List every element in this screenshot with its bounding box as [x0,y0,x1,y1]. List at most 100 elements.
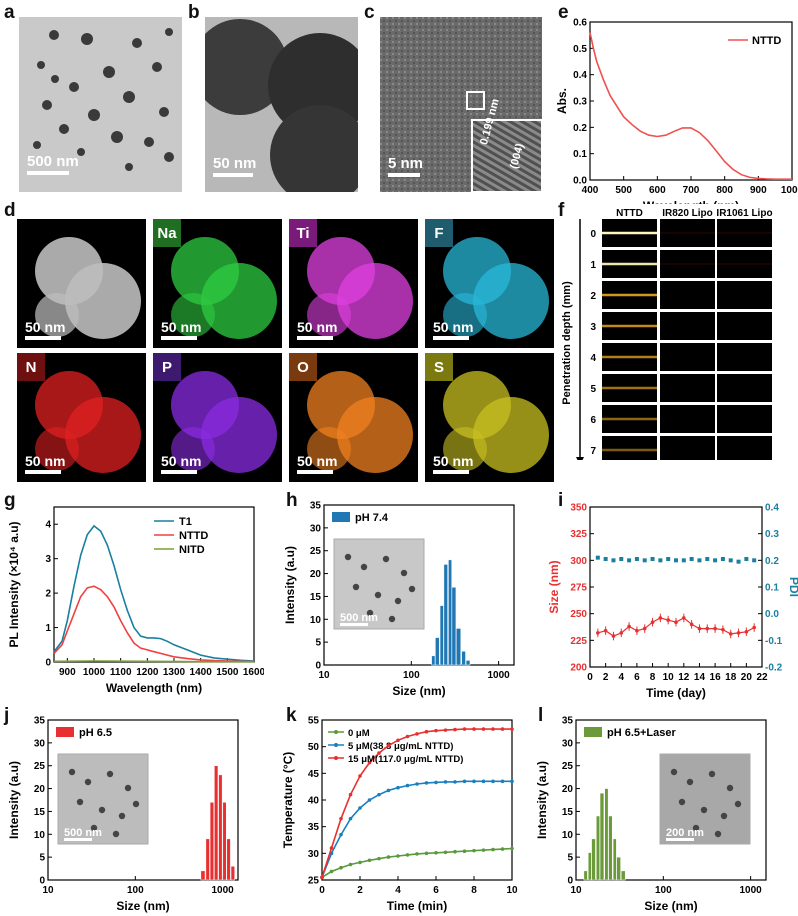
pdi-point [697,558,702,563]
y2-tick-label: -0.1 [765,636,783,647]
penetration-cell [717,374,772,402]
bar [596,815,600,881]
panel-label-b: b [188,2,200,23]
inset-particle [118,812,126,820]
scale-bar-label: 50 nm [25,319,66,335]
element-map-p: P 50 nm [153,353,282,482]
bar [616,856,621,881]
penetration-cell [660,436,715,464]
x-tick-label: 12 [678,672,690,683]
size-point [596,631,600,635]
pdi-point [666,557,671,561]
x-axis-label: Wavelength (nm) [643,199,739,204]
pdi-point [650,557,655,561]
inset-particle [388,615,396,623]
size-point [728,632,733,636]
series-point [510,846,514,851]
x-tick-label: 10 [318,670,330,681]
y-tick-label: 25 [34,761,46,772]
inset-particle [132,800,140,808]
series-point [320,875,324,880]
size-point [682,616,686,620]
x-tick-label: 2 [357,885,363,896]
series-point [481,727,486,731]
penetration-cell [660,219,715,247]
series-line-nitd [53,660,254,663]
penetration-cell [660,374,715,402]
particle-shape [443,371,549,473]
x-tick-label: 100 [655,885,672,896]
x-tick-label: 1000 [83,667,106,678]
pdi-point [634,557,639,561]
x-tick-label: 18 [725,672,737,683]
y2-tick-label: 0.3 [765,529,779,540]
y-tick-label: 2 [45,589,51,600]
bar [431,655,436,666]
chart-pl-intensity: 900 1000 1100 1200 1300 1400 1500 1600 0 1 2 3 4 Wave… [7,506,264,695]
plot-frame [589,506,763,668]
series-point [424,851,429,856]
scale-bar-label: 50 nm [297,453,338,469]
inset-scale-label: 500 nm [64,827,102,839]
scale-bar-label: 50 nm [25,453,66,469]
x-tick-label: 1300 [163,667,186,678]
y-tick-label: 25 [562,761,574,772]
series-point [481,848,486,852]
y-tick-label: 0.6 [573,18,587,29]
y-tick-label: 35 [308,822,320,833]
series-point [443,850,448,855]
y2-tick-label: 0.4 [765,503,779,514]
scale-bar: 50 nm [433,319,473,340]
inset-particle [400,569,408,577]
legend-label: 15 μM(117.0 μg/mL NTTD) [348,754,463,765]
bar [620,870,626,881]
y-tick-label: 3 [45,554,51,565]
bar [604,788,609,881]
y-tick-label: 30 [562,738,574,749]
chart-size-ph65: 10 100 1000 0 5 10 15 20 25 30 35 Size (nm) Intensit… [7,716,239,913]
series-point [396,785,400,790]
y-tick-label: 5 [39,853,45,864]
chart-stability: 0 2 4 6 8 10 12 14 16 18 20 22 200 225 250 275 300 325 350… [547,503,798,701]
size-point [736,631,741,635]
series-point [339,832,343,837]
y-tick-label: 0 [567,876,573,887]
bar [591,838,596,881]
y-tick-label: 5 [315,638,321,649]
bar [435,637,440,666]
x-axis-label: Size (nm) [116,899,169,913]
series-point [396,854,400,858]
inset-particle [382,555,390,563]
size-point [689,622,694,627]
pdi-point [752,558,757,563]
element-label-ti: Ti [289,219,317,247]
size-point [635,628,639,633]
x-tick-label: 16 [710,672,722,683]
y-axis-label: Intensity (a.u) [535,761,549,839]
series-point [462,727,467,731]
x-tick-label: 0 [587,672,593,683]
y-tick-label: 0.1 [573,149,587,160]
x-tick-label: 4 [395,885,401,896]
inset-particle [408,585,416,593]
series-line-nttd [589,32,792,180]
y-tick-label: 40 [308,796,320,807]
y-tick-label: 0.2 [573,123,587,134]
scale-bar-a: 500 nm [27,153,79,175]
penetration-cell [602,436,657,464]
pdi-point [627,558,632,563]
scale-bar-label: 50 nm [161,453,202,469]
size-point [603,628,608,633]
series-line-nttd [53,585,255,663]
penetration-cell [660,250,715,278]
inset-particle [98,806,106,814]
series-point [491,779,495,784]
plot-frame [47,719,239,881]
y-tick-label: 1 [45,623,51,634]
particle-shape [307,371,413,473]
y-axis-label: Intensity (a.u) [7,761,21,839]
y-tick-label: 35 [562,716,574,727]
x-axis-label: Time (min) [387,899,447,913]
element-map-f: F 50 nm [425,219,554,348]
x-tick-label: 20 [741,672,753,683]
